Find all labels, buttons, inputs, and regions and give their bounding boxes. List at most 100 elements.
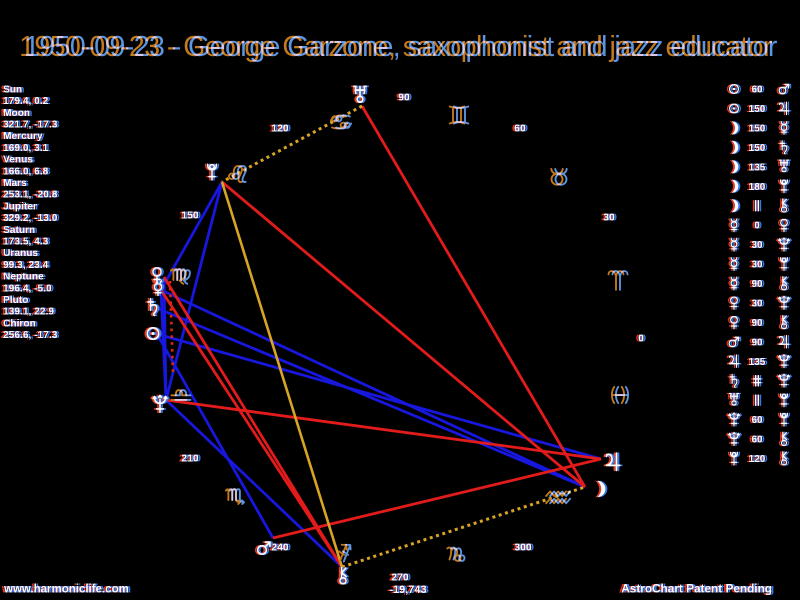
svg-text:60: 60 [751, 415, 763, 426]
svg-text:321.7, -17.3: 321.7, -17.3 [3, 120, 58, 131]
svg-text:Chiron: Chiron [1, 318, 34, 329]
svg-text:99.3, 23.4: 99.3, 23.4 [3, 260, 49, 271]
svg-text:Chiron: Chiron [3, 318, 36, 329]
svg-text:90: 90 [749, 337, 761, 348]
svg-text:166.0, 6.8: 166.0, 6.8 [5, 166, 51, 177]
svg-text:90: 90 [749, 279, 761, 290]
svg-text:60: 60 [751, 435, 763, 446]
svg-text:Uranus: Uranus [3, 248, 38, 259]
svg-text:90: 90 [396, 92, 408, 104]
svg-text:60: 60 [514, 123, 526, 135]
svg-text:Mercury: Mercury [5, 131, 45, 142]
svg-text:169.0, 3.1: 169.0, 3.1 [3, 143, 49, 154]
svg-text:120: 120 [749, 454, 766, 465]
svg-text:253.1, -20.8: 253.1, -20.8 [3, 190, 58, 201]
svg-text:240: 240 [271, 542, 289, 554]
svg-text:300: 300 [512, 542, 530, 554]
svg-text:135: 135 [749, 357, 766, 368]
svg-text:270: 270 [389, 572, 407, 584]
svg-text:Uranus: Uranus [5, 248, 40, 259]
svg-text:329.2, -13.0: 329.2, -13.0 [3, 213, 58, 224]
svg-text:99.3, 23.4: 99.3, 23.4 [5, 260, 51, 271]
svg-text:150: 150 [749, 123, 766, 134]
svg-text:60: 60 [512, 123, 524, 135]
svg-text:Neptune: Neptune [1, 272, 42, 283]
svg-text:Saturn: Saturn [1, 225, 33, 236]
svg-text:Jupiter: Jupiter [3, 201, 37, 212]
svg-text:240: 240 [269, 542, 287, 554]
svg-text:150: 150 [751, 104, 768, 115]
svg-text:135: 135 [751, 357, 768, 368]
svg-text:Mars: Mars [1, 178, 25, 189]
svg-text:210: 210 [179, 453, 197, 465]
svg-text:90: 90 [754, 318, 766, 329]
svg-text:210: 210 [181, 453, 199, 465]
svg-text:30: 30 [751, 298, 763, 309]
svg-text:-19,743: -19,743 [387, 584, 424, 596]
svg-text:135: 135 [746, 162, 763, 173]
svg-text:60: 60 [516, 123, 528, 135]
svg-text:166.0, 6.8: 166.0, 6.8 [3, 166, 49, 177]
svg-text:30: 30 [754, 260, 766, 271]
svg-text:300: 300 [514, 542, 532, 554]
svg-text:0: 0 [752, 221, 758, 232]
svg-text:Saturn: Saturn [5, 225, 37, 236]
svg-text:150: 150 [746, 143, 763, 154]
svg-text:120: 120 [269, 123, 287, 135]
svg-text:256.6, -17.3: 256.6, -17.3 [1, 330, 56, 341]
svg-text:150: 150 [179, 210, 197, 222]
svg-text:300: 300 [516, 542, 534, 554]
svg-text:AstroChart Patent Pending: AstroChart Patent Pending [623, 582, 774, 596]
svg-text:Moon: Moon [3, 108, 30, 119]
svg-text:Pluto: Pluto [1, 295, 26, 306]
svg-text:139.1, 22.9: 139.1, 22.9 [1, 307, 52, 318]
svg-text:179.4, 0.2: 179.4, 0.2 [1, 96, 47, 107]
svg-text:Uranus: Uranus [1, 248, 36, 259]
svg-text:Mars: Mars [3, 178, 27, 189]
svg-text:Venus: Venus [3, 155, 33, 166]
svg-text:120: 120 [273, 123, 291, 135]
svg-text:90: 90 [754, 337, 766, 348]
svg-text:90: 90 [749, 318, 761, 329]
svg-text:150: 150 [746, 123, 763, 134]
svg-text:150: 150 [749, 143, 766, 154]
svg-text:150: 150 [746, 104, 763, 115]
svg-text:139.1, 22.9: 139.1, 22.9 [5, 307, 56, 318]
svg-text:196.4, -5.0: 196.4, -5.0 [3, 283, 52, 294]
svg-text:173.5, 4.3: 173.5, 4.3 [3, 237, 49, 248]
svg-text:www.harmoniclife.com: www.harmoniclife.com [5, 584, 131, 596]
svg-text:30: 30 [749, 298, 761, 309]
svg-text:1950-09-23 - George Garzone, s: 1950-09-23 - George Garzone, saxophonist… [19, 31, 773, 63]
svg-text:60: 60 [749, 85, 761, 96]
svg-text:30: 30 [749, 260, 761, 271]
svg-text:329.2, -13.0: 329.2, -13.0 [1, 213, 56, 224]
svg-text:Venus: Venus [1, 155, 31, 166]
svg-text:30: 30 [605, 212, 617, 224]
svg-text:135: 135 [746, 357, 763, 368]
svg-text:Sun: Sun [5, 84, 24, 95]
svg-text:Venus: Venus [5, 155, 35, 166]
svg-text:0: 0 [638, 333, 644, 345]
svg-text:150: 150 [751, 143, 768, 154]
svg-text:90: 90 [400, 92, 412, 104]
svg-text:60: 60 [749, 435, 761, 446]
svg-text:Chiron: Chiron [5, 318, 38, 329]
svg-text:Neptune: Neptune [3, 272, 44, 283]
svg-text:Pluto: Pluto [3, 295, 28, 306]
svg-text:60: 60 [754, 435, 766, 446]
svg-text:270: 270 [393, 572, 411, 584]
svg-text:Jupiter: Jupiter [5, 201, 39, 212]
svg-text:60: 60 [751, 85, 763, 96]
svg-text:196.4, -5.0: 196.4, -5.0 [1, 283, 50, 294]
svg-text:180: 180 [746, 182, 763, 193]
svg-text:0: 0 [756, 221, 762, 232]
svg-text:60: 60 [754, 85, 766, 96]
svg-text:90: 90 [398, 92, 410, 104]
svg-text:253.1, -20.8: 253.1, -20.8 [5, 190, 60, 201]
svg-text:99.3, 23.4: 99.3, 23.4 [1, 260, 47, 271]
svg-text:30: 30 [751, 260, 763, 271]
svg-text:-19,743: -19,743 [389, 584, 426, 596]
svg-text:196.4, -5.0: 196.4, -5.0 [5, 283, 54, 294]
svg-text:135: 135 [751, 162, 768, 173]
svg-text:30: 30 [754, 240, 766, 251]
